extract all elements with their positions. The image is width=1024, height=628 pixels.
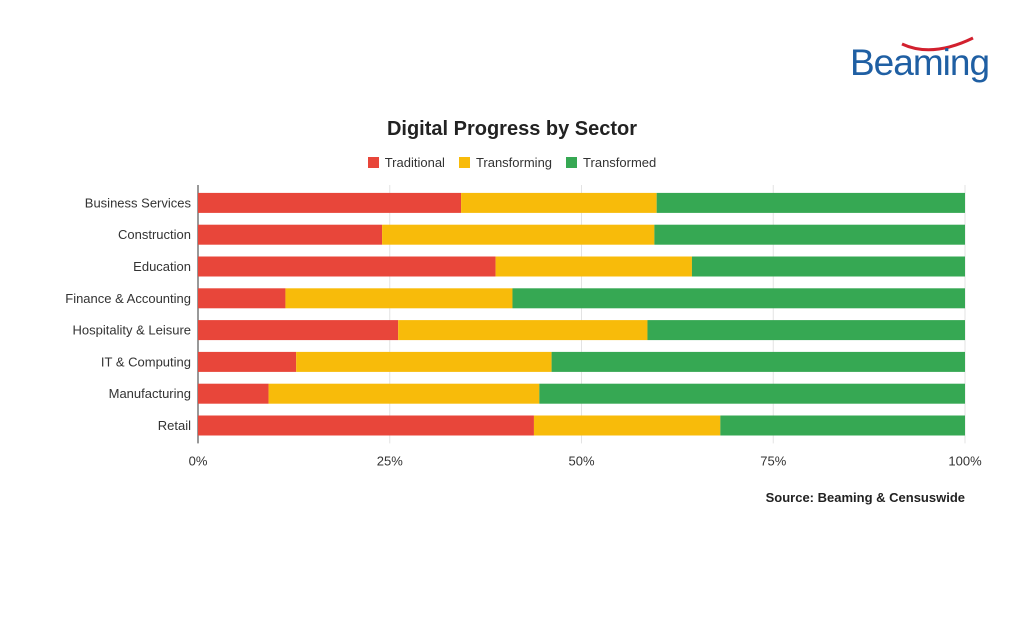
y-tick-label: Education	[133, 259, 191, 274]
bar-transformed	[512, 288, 965, 309]
legend-item-transforming: Transforming	[458, 155, 553, 170]
bar-traditional	[198, 415, 534, 436]
y-tick-label: Manufacturing	[109, 386, 191, 401]
bar-transforming	[296, 351, 552, 372]
bar-transformed	[720, 415, 965, 436]
bar-transforming	[285, 288, 513, 309]
x-tick-label: 25%	[377, 453, 403, 468]
y-tick-label: Retail	[158, 418, 191, 433]
y-tick-label: Construction	[118, 227, 191, 242]
y-tick-label: Finance & Accounting	[65, 291, 191, 306]
bar-traditional	[198, 320, 399, 341]
chart-title: Digital Progress by Sector	[386, 118, 638, 140]
legend-label-traditional: Traditional	[384, 155, 445, 170]
legend-item-traditional: Traditional	[367, 155, 445, 170]
chart-legend: Traditional Transforming Transformed	[0, 155, 1024, 170]
bar-traditional	[198, 383, 269, 404]
y-tick-label: IT & Computing	[101, 354, 191, 369]
bar-transforming	[533, 415, 721, 436]
bar-transforming	[461, 192, 657, 213]
legend-swatch-traditional	[367, 157, 379, 168]
legend-label-transforming: Transforming	[475, 155, 553, 170]
bar-transforming	[495, 256, 692, 277]
bar-transforming	[398, 320, 648, 341]
bar-transforming	[268, 383, 540, 404]
legend-swatch-transforming	[458, 157, 470, 168]
bar-transforming	[382, 224, 655, 245]
y-tick-label: Business Services	[85, 195, 192, 210]
y-tick-label: Hospitality & Leisure	[73, 323, 192, 338]
bar-transformed	[654, 224, 965, 245]
bar-transformed	[551, 351, 965, 372]
x-tick-label: 75%	[760, 453, 786, 468]
x-tick-label: 100%	[948, 453, 982, 468]
logo-text: Beaming	[850, 42, 990, 83]
bar-transformed	[539, 383, 965, 404]
bar-transformed	[691, 256, 965, 277]
bar-transformed	[647, 320, 965, 341]
bar-transformed	[656, 192, 965, 213]
bar-traditional	[198, 256, 496, 277]
x-tick-label: 0%	[189, 453, 208, 468]
x-tick-label: 50%	[568, 453, 594, 468]
legend-item-transformed: Transformed	[566, 155, 656, 170]
bar-traditional	[198, 192, 462, 213]
legend-swatch-transformed	[566, 157, 578, 168]
legend-label-transformed: Transformed	[583, 155, 657, 170]
bar-traditional	[198, 351, 297, 372]
source-note: Source: Beaming & Censuswide	[765, 490, 965, 505]
bar-traditional	[198, 288, 286, 309]
logo-swoosh-icon	[901, 36, 974, 52]
bar-traditional	[198, 224, 383, 245]
beaming-logo: Beaming	[840, 30, 990, 90]
